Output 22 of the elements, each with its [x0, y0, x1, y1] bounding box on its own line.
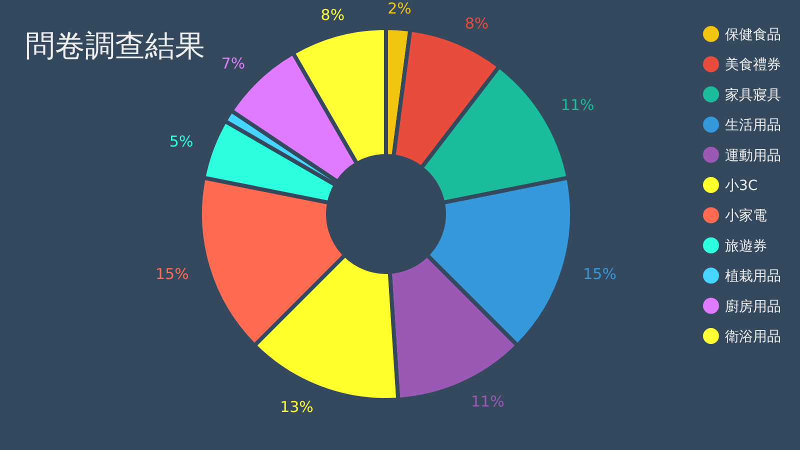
- legend-label: 生活用品: [725, 118, 781, 134]
- data-label: 13%: [280, 398, 314, 416]
- legend-label: 廚房用品: [725, 298, 781, 315]
- data-label: 11%: [471, 392, 504, 411]
- data-label: 8%: [320, 6, 345, 24]
- data-label: 8%: [464, 14, 489, 33]
- legend-label: 家具寢具: [725, 87, 781, 104]
- legend-label: 小3C: [725, 178, 758, 194]
- legend-label: 小家電: [725, 208, 767, 224]
- data-label: 7%: [221, 54, 246, 73]
- data-label: 15%: [583, 264, 616, 283]
- data-label: 5%: [169, 132, 194, 150]
- legend-label: 植栽用品: [725, 268, 781, 285]
- data-label: 11%: [560, 96, 594, 114]
- data-label: 2%: [388, 0, 412, 18]
- data-label: 15%: [156, 264, 189, 283]
- legend-label: 運動用品: [725, 148, 781, 164]
- text: 問卷調查結果: [25, 29, 205, 64]
- legend-label: 保健食品: [725, 27, 781, 43]
- legend-label: 旅遊券: [725, 238, 767, 254]
- legend-label: 美食禮券: [725, 57, 781, 74]
- legend-label: 衛浴用品: [725, 329, 781, 345]
